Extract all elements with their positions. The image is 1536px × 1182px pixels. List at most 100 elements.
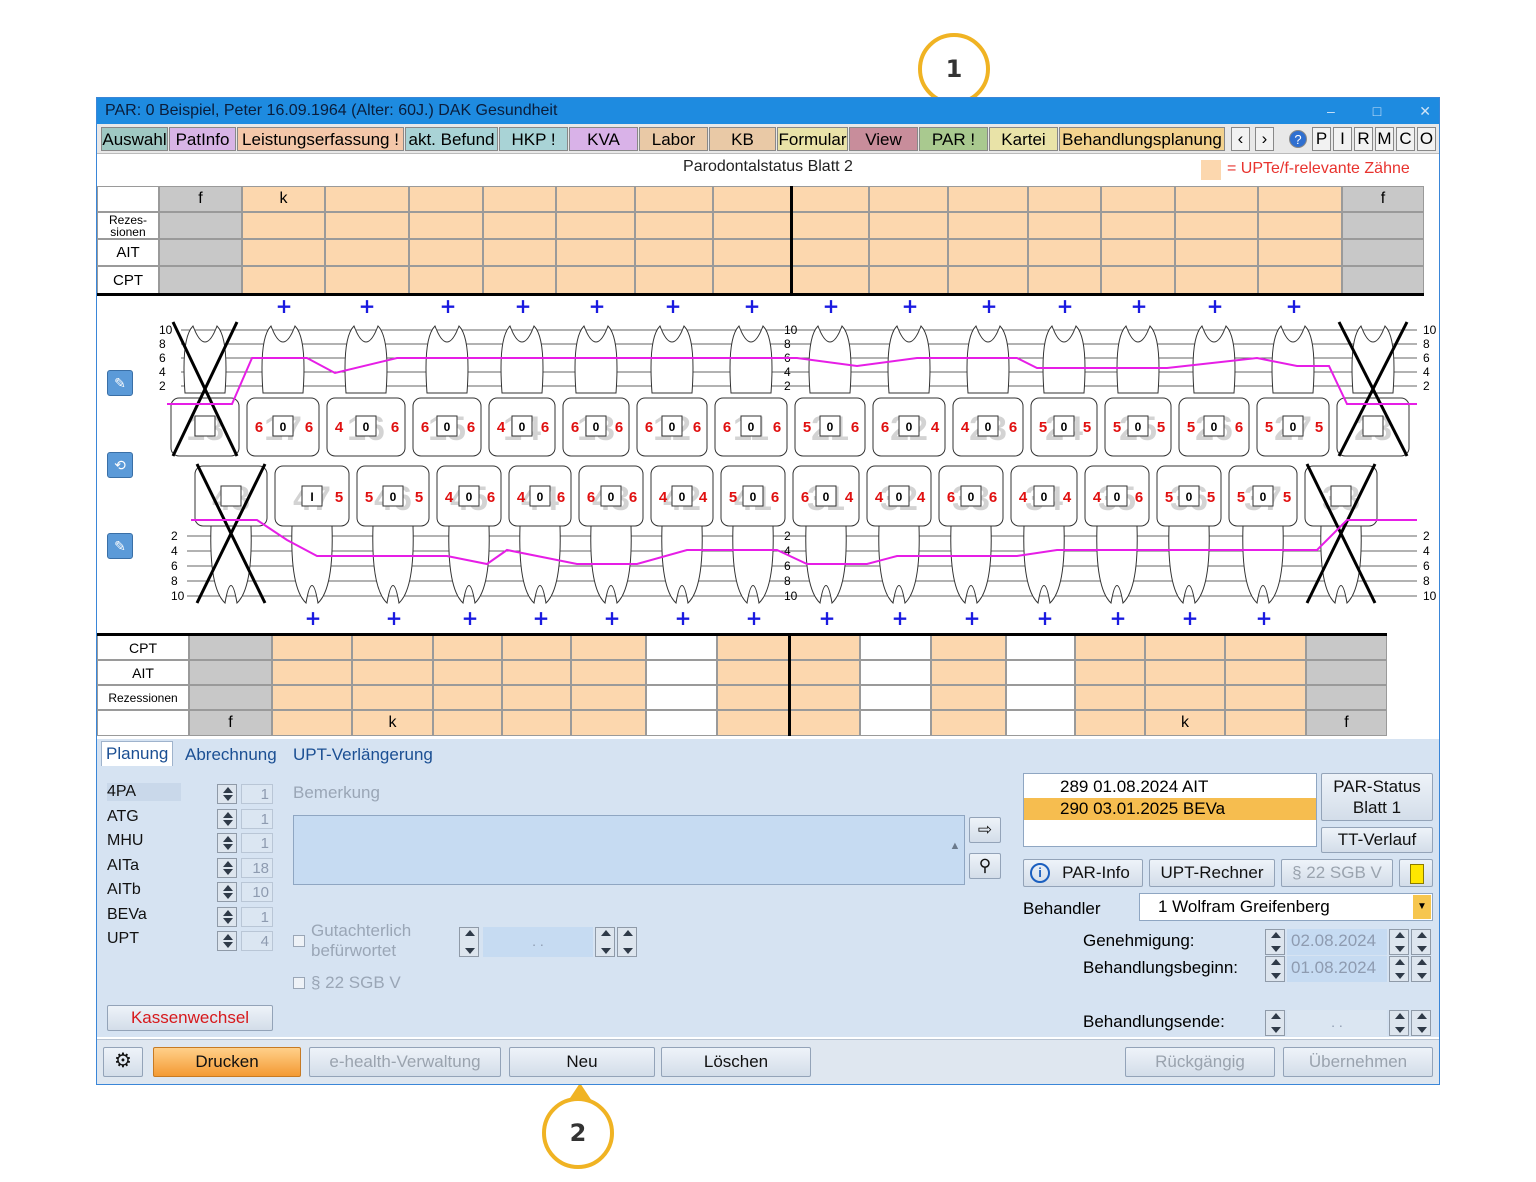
upper-cell[interactable] <box>948 239 1028 266</box>
lower-cell[interactable] <box>571 635 646 660</box>
upper-cell[interactable] <box>1028 212 1101 239</box>
upper-cell[interactable] <box>1175 212 1258 239</box>
gutachter-date-field[interactable]: . . <box>483 927 593 957</box>
arrow-right-icon[interactable]: ⇨ <box>969 817 1001 843</box>
upper-cell[interactable] <box>242 212 325 239</box>
upper-cell[interactable] <box>159 239 242 266</box>
lower-cell[interactable] <box>502 635 571 660</box>
lower-foot-cell[interactable] <box>272 710 352 736</box>
service-spinner[interactable] <box>217 906 237 927</box>
upper-cell[interactable] <box>791 212 869 239</box>
lower-cell[interactable] <box>1225 660 1306 685</box>
upper-head-cell[interactable] <box>1028 186 1101 212</box>
tab-patinfo[interactable]: PatInfo <box>169 127 236 151</box>
ende-spinner[interactable] <box>1265 1010 1285 1036</box>
tab-labor[interactable]: Labor <box>639 127 708 151</box>
yellow-note-button[interactable] <box>1399 859 1433 887</box>
upper-head-cell[interactable] <box>409 186 483 212</box>
service-value[interactable]: 4 <box>241 931 273 951</box>
history-item[interactable]: 289 01.08.2024 AIT <box>1024 776 1316 798</box>
chevron-down-icon[interactable]: ▼ <box>1413 895 1431 919</box>
lower-cell[interactable] <box>189 660 272 685</box>
lower-cell[interactable] <box>790 635 860 660</box>
upper-cell[interactable] <box>325 266 409 294</box>
lower-cell[interactable] <box>860 685 931 710</box>
swap-jaw-icon[interactable]: ⟲ <box>107 452 133 478</box>
genehmigung-spinner-r2[interactable] <box>1411 929 1431 955</box>
lower-cell[interactable] <box>646 660 717 685</box>
help-icon[interactable]: ? <box>1289 130 1307 148</box>
loeschen-button[interactable]: Löschen <box>661 1047 811 1077</box>
lower-foot-cell[interactable] <box>1075 710 1145 736</box>
quick-button-p[interactable]: P <box>1312 127 1331 151</box>
upper-cell[interactable] <box>1028 266 1101 294</box>
minimize-icon[interactable]: – <box>1327 103 1335 119</box>
lower-cell[interactable] <box>352 660 433 685</box>
lower-cell[interactable] <box>646 635 717 660</box>
history-item-selected[interactable]: 290 03.01.2025 BEVa <box>1024 798 1316 820</box>
lower-cell[interactable] <box>1306 685 1387 710</box>
upper-cell[interactable] <box>1175 239 1258 266</box>
tab-kb[interactable]: KB <box>709 127 776 151</box>
tab-formular[interactable]: Formular <box>777 127 848 151</box>
lower-cell[interactable] <box>433 685 502 710</box>
tab-kartei[interactable]: Kartei <box>989 127 1058 151</box>
quick-button-o[interactable]: O <box>1417 127 1436 151</box>
lower-cell[interactable] <box>1145 635 1225 660</box>
upper-cell[interactable] <box>483 266 556 294</box>
service-value[interactable]: 18 <box>241 857 273 878</box>
lower-cell[interactable] <box>571 660 646 685</box>
upper-head-cell[interactable]: k <box>242 186 325 212</box>
lower-cell[interactable] <box>860 635 931 660</box>
lower-cell[interactable] <box>1225 685 1306 710</box>
edit-upper-icon[interactable]: ✎ <box>107 370 133 396</box>
lower-cell[interactable] <box>1306 635 1387 660</box>
lower-cell[interactable] <box>931 660 1006 685</box>
nav-next-icon[interactable]: › <box>1255 127 1274 151</box>
quick-button-r[interactable]: R <box>1354 127 1373 151</box>
upper-cell[interactable] <box>159 212 242 239</box>
service-spinner[interactable] <box>217 833 237 853</box>
upper-cell[interactable] <box>409 266 483 294</box>
lower-cell[interactable] <box>860 660 931 685</box>
nav-prev-icon[interactable]: ‹ <box>1231 127 1250 151</box>
upper-cell[interactable] <box>1342 212 1424 239</box>
service-spinner[interactable] <box>217 784 237 804</box>
lower-cell[interactable] <box>717 660 790 685</box>
upper-cell[interactable] <box>869 266 948 294</box>
sgb-button[interactable]: § 22 SGB V <box>1281 859 1393 887</box>
upper-cell[interactable] <box>713 239 791 266</box>
drucken-button[interactable]: Drucken <box>153 1047 301 1077</box>
upper-cell[interactable] <box>791 266 869 294</box>
lower-cell[interactable] <box>717 635 790 660</box>
tab-akt-befund[interactable]: akt. Befund <box>405 127 498 151</box>
lower-foot-cell[interactable] <box>931 710 1006 736</box>
upper-head-cell[interactable]: f <box>1342 186 1424 212</box>
lower-cell[interactable] <box>790 660 860 685</box>
lower-foot-cell[interactable] <box>1225 710 1306 736</box>
upper-cell[interactable] <box>556 212 635 239</box>
gutachter-checkbox[interactable] <box>293 935 305 947</box>
upper-cell[interactable] <box>948 212 1028 239</box>
upper-cell[interactable] <box>635 266 713 294</box>
close-icon[interactable]: ✕ <box>1419 103 1431 119</box>
upper-head-cell[interactable] <box>1101 186 1175 212</box>
uebernehmen-button[interactable]: Übernehmen <box>1283 1047 1433 1077</box>
quick-button-c[interactable]: C <box>1396 127 1415 151</box>
gutachter-date-spinner-right[interactable] <box>595 927 615 957</box>
par-info-button[interactable]: i PAR-Info <box>1023 859 1143 887</box>
lower-cell[interactable] <box>272 660 352 685</box>
upper-head-cell[interactable] <box>483 186 556 212</box>
lower-foot-cell[interactable] <box>860 710 931 736</box>
upper-cell[interactable] <box>325 239 409 266</box>
lower-cell[interactable] <box>502 685 571 710</box>
lower-cell[interactable] <box>931 635 1006 660</box>
service-spinner[interactable] <box>217 857 237 878</box>
gear-icon[interactable]: ⚙ <box>103 1047 143 1077</box>
lower-foot-cell[interactable]: k <box>352 710 433 736</box>
tab-auswahl[interactable]: Auswahl <box>101 127 168 151</box>
lower-foot-cell[interactable] <box>502 710 571 736</box>
lower-foot-cell[interactable] <box>646 710 717 736</box>
quick-button-i[interactable]: I <box>1333 127 1352 151</box>
upper-head-cell[interactable] <box>713 186 791 212</box>
